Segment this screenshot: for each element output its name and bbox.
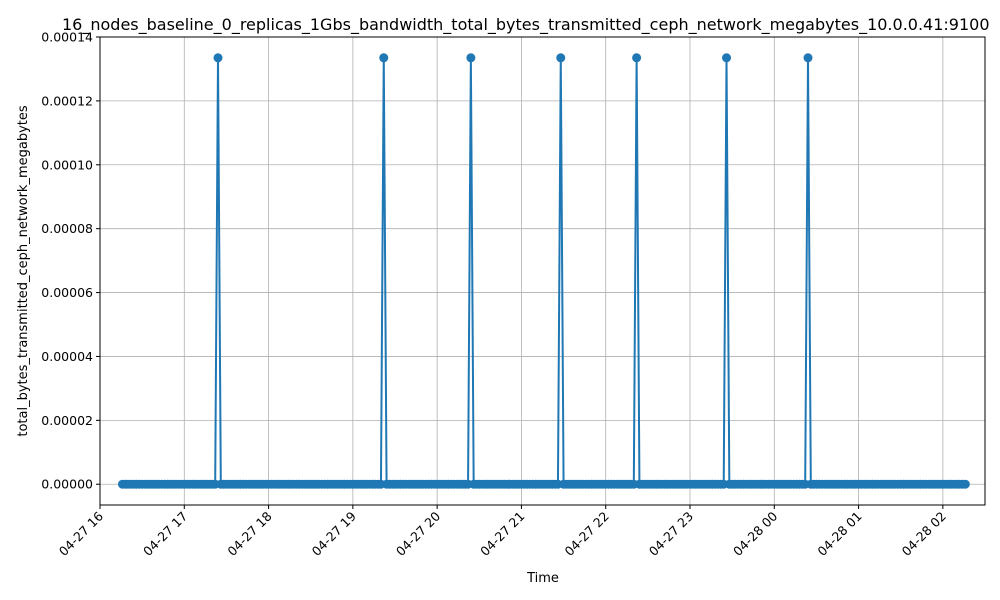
plot-frame: [99, 36, 986, 506]
y-tick-label: 0.00006: [41, 285, 93, 300]
x-tick-label: 04-28 00: [730, 508, 780, 558]
data-point: [556, 53, 566, 63]
x-tick-label: 04-28 02: [899, 509, 949, 559]
y-tick-label: 0.00014: [41, 30, 93, 45]
y-axis-label: total_bytes_transmitted_ceph_network_meg…: [16, 105, 31, 437]
data-point: [722, 53, 732, 63]
y-tick-label: 0.00008: [41, 221, 93, 236]
y-tick-label: 0.00004: [41, 349, 93, 364]
x-tick-label: 04-27 16: [56, 508, 106, 558]
data-point: [213, 53, 223, 63]
x-tick-label: 04-27 20: [393, 508, 443, 558]
y-tick-label: 0.00000: [41, 477, 93, 492]
x-tick-label: 04-27 18: [224, 508, 274, 558]
y-tick-label: 0.00002: [41, 413, 93, 428]
data-point: [379, 53, 389, 63]
y-tick-label: 0.00010: [41, 157, 93, 172]
x-tick-label: 04-28 01: [814, 509, 864, 559]
data-point: [632, 53, 642, 63]
x-tick-label: 04-27 19: [309, 508, 359, 558]
data-point: [803, 53, 813, 63]
plot-background: [100, 37, 985, 505]
data-point: [960, 479, 970, 489]
data-point: [466, 53, 476, 63]
y-tick-label: 0.00012: [41, 93, 93, 108]
chart-title: 16_nodes_baseline_0_replicas_1Gbs_bandwi…: [62, 15, 990, 35]
y-axis-ticks: 0.00000 0.00002 0.00004 0.00006 0.00008 0.000…: [41, 30, 100, 492]
data-points-layer: [117, 53, 970, 489]
x-tick-label: 04-27 23: [646, 509, 696, 559]
x-tick-label: 04-27 17: [140, 509, 190, 559]
grid-lines: [99, 36, 985, 505]
x-axis-label: Time: [526, 571, 559, 586]
x-tick-label: 04-27 21: [477, 509, 527, 559]
x-axis-ticks: 04-27 16 04-27 17 04-27 18 04-27 19 04-27 20…: [56, 505, 949, 559]
x-tick-label: 04-27 22: [561, 509, 611, 559]
